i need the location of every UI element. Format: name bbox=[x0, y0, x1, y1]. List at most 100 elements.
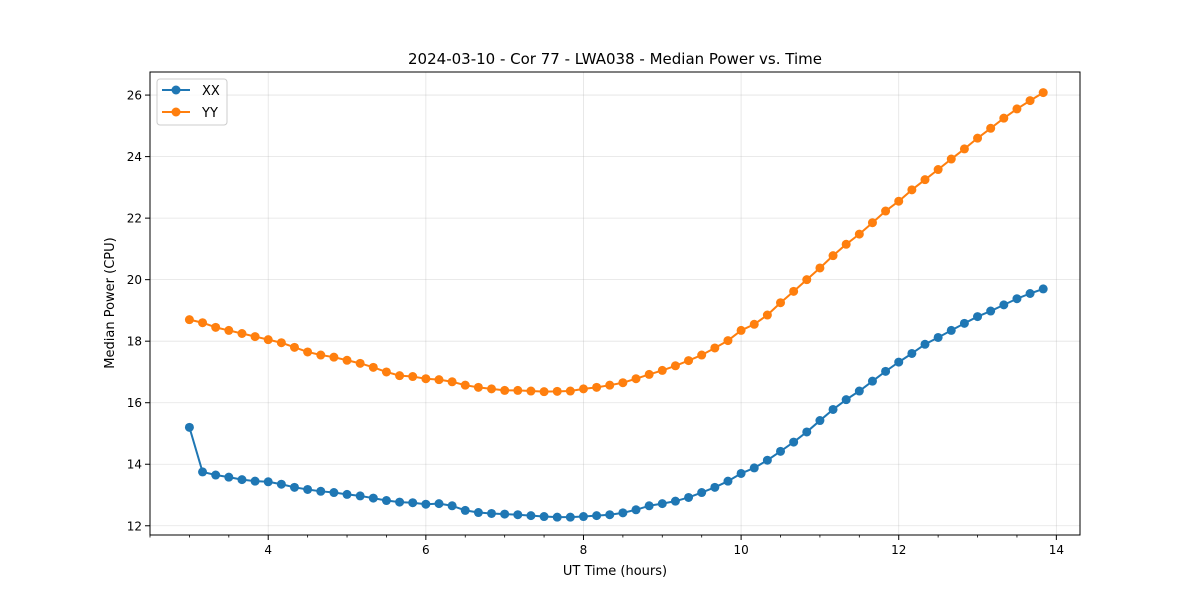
data-point-yy bbox=[473, 382, 483, 392]
data-point-xx bbox=[986, 306, 996, 316]
data-point-xx bbox=[447, 501, 457, 511]
data-point-xx bbox=[946, 325, 956, 335]
data-point-xx bbox=[289, 482, 299, 492]
legend-label-yy: YY bbox=[201, 106, 218, 121]
x-tick-label: 10 bbox=[733, 543, 748, 557]
data-point-xx bbox=[487, 508, 497, 518]
data-point-yy bbox=[802, 275, 812, 285]
data-point-xx bbox=[408, 498, 418, 508]
data-point-xx bbox=[670, 496, 680, 506]
data-point-yy bbox=[631, 374, 641, 384]
data-point-xx bbox=[959, 318, 969, 328]
data-point-yy bbox=[198, 318, 208, 328]
data-point-xx bbox=[368, 493, 378, 503]
data-point-xx bbox=[263, 477, 273, 487]
data-point-xx bbox=[828, 404, 838, 414]
data-point-xx bbox=[854, 386, 864, 396]
y-tick-label: 14 bbox=[127, 458, 142, 472]
data-point-yy bbox=[578, 384, 588, 394]
data-point-xx bbox=[894, 357, 904, 367]
data-point-yy bbox=[1012, 104, 1022, 114]
data-point-xx bbox=[697, 488, 707, 498]
series-xx bbox=[184, 284, 1048, 522]
data-point-yy bbox=[316, 350, 326, 360]
data-point-xx bbox=[1025, 289, 1035, 298]
y-tick-label: 26 bbox=[127, 89, 142, 103]
data-point-yy bbox=[644, 369, 654, 379]
data-point-yy bbox=[539, 387, 549, 397]
data-point-yy bbox=[605, 380, 615, 390]
data-point-yy bbox=[1025, 96, 1035, 106]
data-point-xx bbox=[395, 497, 405, 507]
data-point-yy bbox=[867, 218, 877, 228]
data-point-xx bbox=[762, 455, 772, 465]
y-tick-label: 24 bbox=[127, 150, 142, 164]
data-point-xx bbox=[749, 463, 759, 473]
data-point-xx bbox=[578, 512, 588, 522]
x-tick-label: 14 bbox=[1049, 543, 1064, 557]
legend-marker-xx bbox=[171, 85, 181, 95]
data-point-xx bbox=[684, 492, 694, 502]
data-point-yy bbox=[894, 196, 904, 206]
data-point-yy bbox=[986, 123, 996, 133]
legend-label-xx: XX bbox=[202, 84, 220, 99]
data-point-yy bbox=[237, 329, 247, 338]
data-point-yy bbox=[723, 336, 733, 346]
x-axis-label: UT Time (hours) bbox=[563, 564, 667, 579]
data-point-xx bbox=[802, 427, 812, 437]
data-point-xx bbox=[841, 395, 851, 405]
data-point-yy bbox=[736, 325, 746, 335]
data-point-xx bbox=[565, 512, 575, 522]
data-point-xx bbox=[381, 496, 391, 506]
data-point-yy bbox=[513, 385, 523, 395]
x-tick-label: 12 bbox=[891, 543, 906, 557]
data-point-xx bbox=[500, 509, 510, 519]
data-point-yy bbox=[289, 342, 299, 352]
data-point-yy bbox=[329, 352, 339, 362]
data-point-yy bbox=[447, 377, 457, 387]
data-point-yy bbox=[342, 355, 352, 365]
data-point-yy bbox=[408, 372, 418, 382]
data-point-xx bbox=[552, 512, 562, 522]
data-point-xx bbox=[513, 510, 523, 520]
plot-frame bbox=[149, 71, 1081, 536]
data-point-xx bbox=[316, 486, 326, 496]
data-point-yy bbox=[421, 374, 431, 384]
y-tick-label: 20 bbox=[127, 273, 142, 287]
data-point-yy bbox=[460, 380, 470, 390]
data-point-xx bbox=[710, 482, 720, 492]
data-point-yy bbox=[841, 239, 851, 249]
y-axis-label: Median Power (CPU) bbox=[103, 237, 118, 368]
data-point-yy bbox=[670, 361, 680, 371]
data-point-xx bbox=[342, 489, 352, 499]
data-point-yy bbox=[395, 371, 405, 381]
data-point-xx bbox=[224, 472, 234, 482]
data-point-xx bbox=[211, 470, 221, 480]
data-point-yy bbox=[973, 133, 983, 143]
data-point-yy bbox=[881, 206, 891, 216]
data-point-yy bbox=[907, 185, 917, 195]
data-point-yy bbox=[749, 319, 759, 329]
data-point-xx bbox=[434, 499, 444, 509]
data-point-yy bbox=[933, 165, 943, 175]
data-point-yy bbox=[211, 322, 221, 332]
data-point-yy bbox=[920, 175, 930, 185]
data-point-yy bbox=[684, 356, 694, 366]
series-group bbox=[184, 88, 1048, 522]
data-point-yy bbox=[776, 298, 786, 308]
data-point-xx bbox=[1038, 284, 1048, 294]
data-point-yy bbox=[697, 350, 707, 360]
data-point-yy bbox=[184, 315, 194, 325]
data-point-yy bbox=[657, 365, 667, 375]
data-point-yy bbox=[854, 229, 864, 239]
data-point-yy bbox=[789, 286, 799, 296]
ticks: 4 6 8 10 12 14 12 14 16 18 20 22 24 26 bbox=[127, 89, 1064, 557]
data-point-yy bbox=[999, 113, 1009, 123]
data-point-yy bbox=[526, 386, 536, 396]
data-point-xx bbox=[1012, 294, 1022, 304]
data-point-yy bbox=[303, 347, 313, 357]
data-point-yy bbox=[552, 386, 562, 396]
data-point-xx bbox=[473, 508, 483, 518]
data-point-yy bbox=[381, 367, 391, 377]
data-point-yy bbox=[263, 335, 273, 345]
